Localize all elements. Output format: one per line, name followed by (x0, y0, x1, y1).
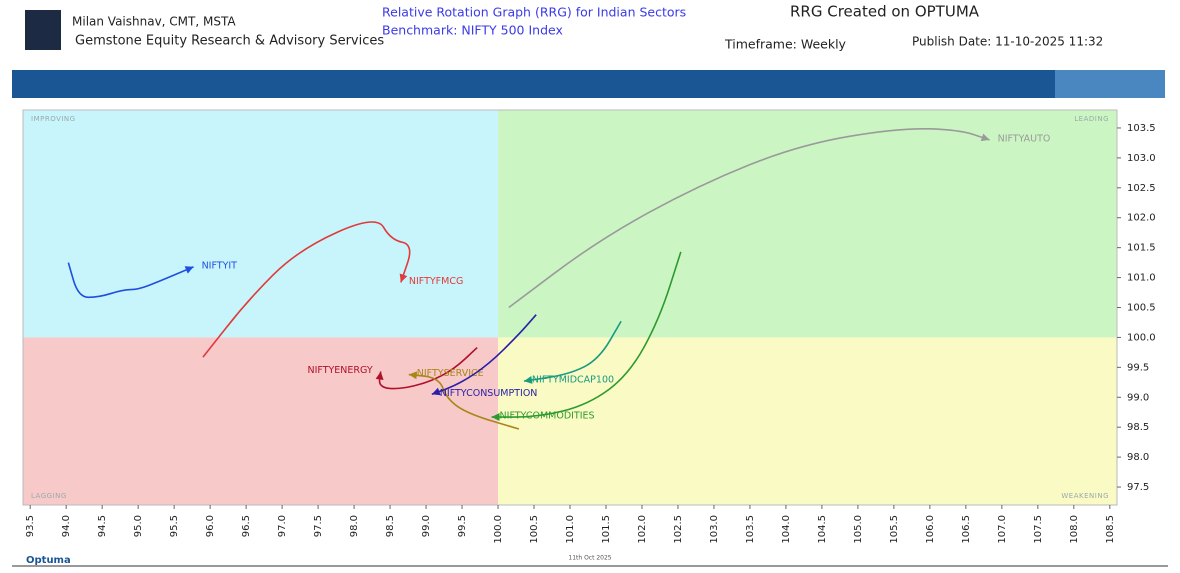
y-tick-label: 98.5 (1127, 422, 1149, 433)
x-tick-label: 107.5 (1033, 515, 1044, 544)
arrow-head (399, 273, 408, 283)
arrow-head (523, 375, 533, 384)
x-tick-label: 95.5 (169, 515, 180, 537)
quadrant-label: LEADING (1074, 115, 1109, 123)
title: Relative Rotation Graph (RRG) for Indian… (382, 5, 686, 20)
quadrant (498, 337, 1117, 505)
series-label: NIFTYCOMMODITIES (500, 411, 595, 422)
x-tick-label: 103.0 (709, 515, 720, 544)
quadrant (23, 337, 499, 505)
timeframe: Timeframe: Weekly (724, 37, 847, 52)
x-tick-label: 97.5 (313, 515, 324, 537)
arrow-head (184, 266, 194, 274)
x-tick-label: 95.0 (133, 515, 144, 537)
series-label: NIFTYSERVICE (417, 368, 484, 379)
x-tick-label: 94.0 (61, 515, 72, 537)
x-tick-label: 108.5 (1105, 515, 1116, 544)
series-label: NIFTYENERGY (307, 365, 372, 376)
x-tick-label: 101.0 (565, 515, 576, 544)
tail (378, 347, 478, 390)
x-tick-label: 93.5 (25, 515, 36, 537)
brand: Optuma (26, 555, 71, 566)
x-tick-label: 96.0 (205, 515, 216, 537)
quadrant-label: LAGGING (31, 492, 67, 500)
x-tick-label: 103.5 (745, 515, 756, 544)
arrow-head (375, 371, 384, 381)
x-tick-label: 94.5 (97, 515, 108, 537)
y-tick-label: 100.0 (1127, 332, 1156, 343)
x-tick-label: 98.5 (385, 515, 396, 537)
plot: IMPROVING LEADING LAGGING WEAKENING 93.5 94.0… (22, 109, 1156, 544)
x-tick-label: 99.0 (421, 515, 432, 537)
footer-date: 11th Oct 2025 (568, 555, 611, 562)
y-tick-label: 103.0 (1127, 153, 1156, 164)
x-tick-label: 99.5 (457, 515, 468, 537)
arrow-head (980, 133, 990, 142)
company: Gemstone Equity Research & Advisory Serv… (75, 34, 384, 49)
x-tick-label: 105.0 (853, 515, 864, 544)
x-tick-label: 100.0 (493, 515, 504, 544)
y-tick-label: 97.5 (1127, 482, 1149, 493)
x-tick-label: 101.5 (601, 515, 612, 544)
author: Milan Vaishnav, CMT, MSTA (72, 15, 236, 29)
x-tick-label: 105.5 (889, 515, 900, 544)
y-tick-label: 99.5 (1127, 362, 1149, 373)
x-tick-label: 107.0 (997, 515, 1008, 544)
arrow-head (408, 371, 418, 380)
x-tick-label: 106.0 (925, 515, 936, 544)
arrow-head (431, 387, 441, 396)
y-tick-label: 103.5 (1127, 123, 1156, 134)
quadrant (498, 110, 1117, 338)
y-tick-label: 99.0 (1127, 392, 1149, 403)
y-tick-label: 101.5 (1127, 243, 1156, 254)
tail (523, 320, 622, 382)
y-tick-label: 101.0 (1127, 273, 1156, 284)
navigator (12, 70, 1165, 98)
series-label: NIFTYCONSUMPTION (440, 388, 538, 399)
series-label: NIFTYMIDCAP100 (532, 375, 614, 386)
y-tick-label: 102.5 (1127, 183, 1156, 194)
tail (202, 221, 411, 358)
navigator-window (1055, 70, 1165, 98)
series-label: NIFTYAUTO (998, 133, 1051, 144)
x-tick-label: 102.5 (673, 515, 684, 544)
x-tick-label: 104.0 (781, 515, 792, 544)
x-tick-label: 96.5 (241, 515, 252, 537)
x-tick-label: 97.0 (277, 515, 288, 537)
tail (431, 314, 537, 396)
x-tick-label: 100.5 (529, 515, 540, 544)
series-label: NIFTYIT (202, 260, 238, 271)
x-tick-label: 104.5 (817, 515, 828, 544)
y-tick-label: 98.0 (1127, 452, 1149, 463)
created: RRG Created on OPTUMA (790, 3, 980, 21)
x-tick-label: 98.0 (349, 515, 360, 537)
tail (67, 262, 194, 299)
tail (491, 251, 682, 418)
quadrant-label: IMPROVING (31, 115, 76, 123)
x-tick-label: 102.0 (637, 515, 648, 544)
quadrant-label: WEAKENING (1061, 492, 1109, 500)
x-tick-label: 106.5 (961, 515, 972, 544)
y-tick-label: 100.5 (1127, 303, 1156, 314)
y-tick-label: 102.0 (1127, 213, 1156, 224)
publish-date: Publish Date: 11-10-2025 11:32 (912, 35, 1103, 49)
tail (408, 373, 520, 430)
benchmark: Benchmark: NIFTY 500 Index (382, 23, 563, 38)
arrow-head (491, 413, 500, 422)
quadrant (23, 110, 499, 338)
tail (508, 127, 990, 309)
logo (25, 10, 61, 50)
series-label: NIFTYFMCG (409, 276, 463, 287)
x-tick-label: 108.0 (1069, 515, 1080, 544)
